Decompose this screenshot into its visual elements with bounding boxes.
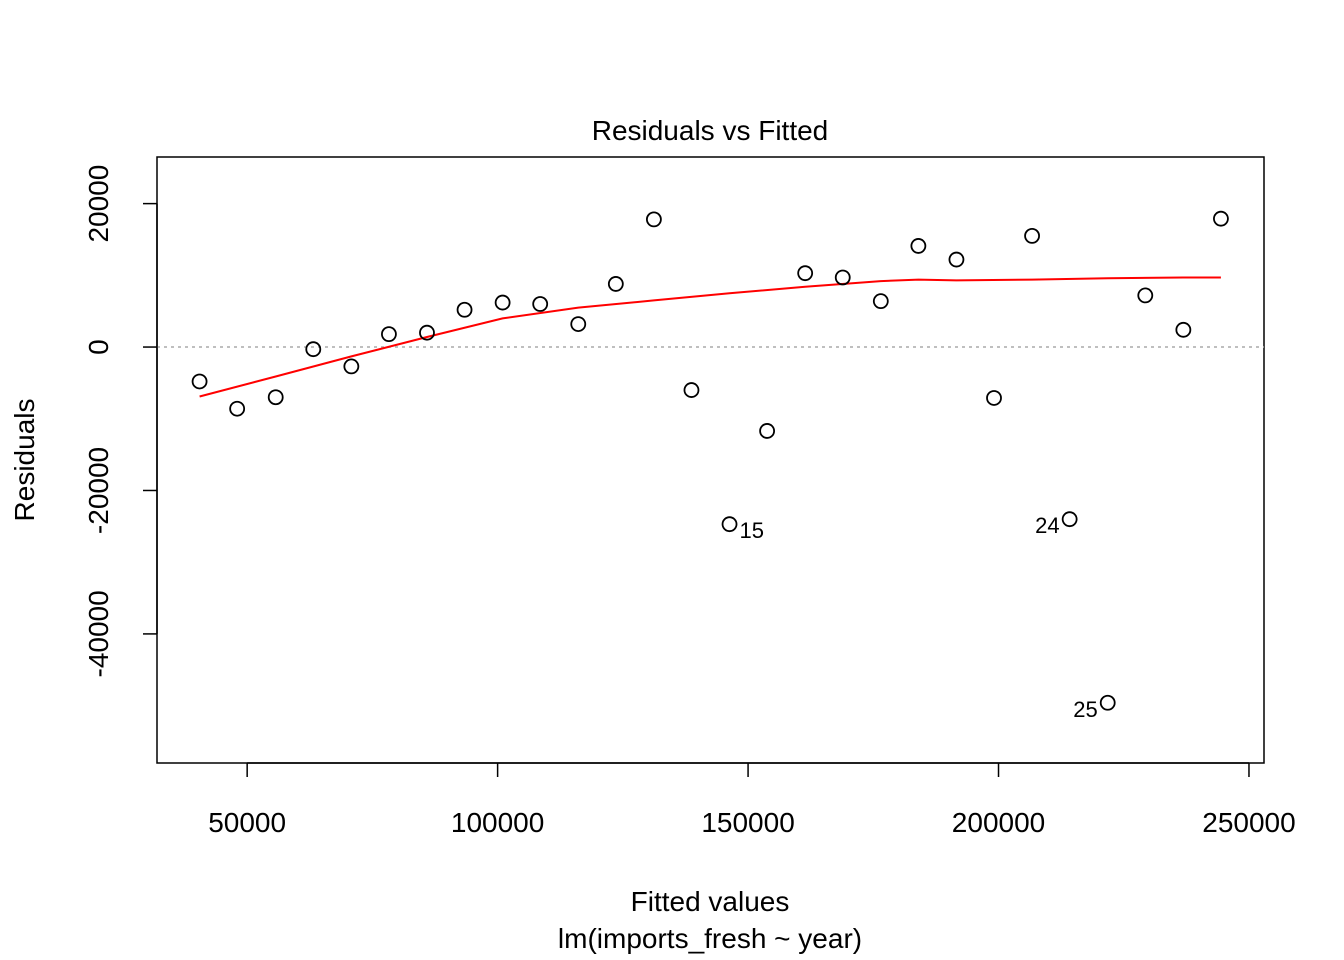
x-axis-title: Fitted values — [631, 886, 790, 917]
residual-point — [191, 373, 208, 390]
residual-point — [872, 293, 889, 310]
x-tick-label: 100000 — [451, 807, 544, 838]
point-label: 25 — [1073, 697, 1097, 722]
plot-frame — [156, 156, 1265, 764]
residual-point — [1061, 511, 1078, 528]
x-tick-label: 250000 — [1202, 807, 1295, 838]
y-axis-title: Residuals — [9, 399, 40, 522]
residual-point — [1175, 321, 1192, 338]
residual-point — [305, 341, 322, 358]
x-tick-label: 200000 — [952, 807, 1045, 838]
point-label: 24 — [1035, 513, 1059, 538]
residual-point — [1099, 694, 1116, 711]
residual-point — [986, 390, 1002, 406]
residual-point — [570, 316, 587, 332]
smoother-layer — [199, 276, 1221, 398]
residual-point — [267, 389, 284, 406]
point-label: 15 — [740, 518, 764, 543]
residual-point — [343, 358, 360, 375]
residual-point — [1024, 227, 1040, 244]
x-axis-subtitle: lm(imports_fresh ~ year) — [558, 923, 862, 954]
residual-point — [645, 211, 662, 228]
residual-point — [721, 516, 738, 533]
residual-point — [229, 400, 246, 417]
residual-point — [1213, 210, 1229, 227]
x-tick-label: 150000 — [701, 807, 794, 838]
residual-point — [419, 324, 435, 341]
y-tick-label: 0 — [83, 339, 114, 355]
residual-point — [381, 326, 397, 343]
residual-point — [494, 294, 511, 311]
residual-point — [759, 423, 776, 439]
residual-point — [948, 251, 965, 268]
residual-point — [910, 238, 927, 254]
y-tick-label: 20000 — [83, 165, 114, 243]
residual-point — [456, 301, 473, 318]
residual-point — [532, 296, 549, 312]
residual-point — [683, 382, 700, 398]
chart-title: Residuals vs Fitted — [592, 115, 829, 146]
residual-point — [1137, 287, 1154, 304]
residual-point — [834, 269, 851, 286]
y-tick-label: -20000 — [83, 447, 114, 534]
smoother-line — [199, 276, 1221, 398]
x-axis: 50000 100000 150000 200000 250000 — [208, 762, 1296, 838]
residual-point — [797, 265, 814, 282]
point-labels-layer: 15 24 25 — [740, 513, 1098, 722]
points-layer — [191, 210, 1229, 711]
y-axis: -40000 -20000 0 20000 — [83, 165, 158, 678]
y-tick-label: -40000 — [83, 590, 114, 677]
residual-point — [607, 276, 624, 292]
x-tick-label: 50000 — [208, 807, 286, 838]
